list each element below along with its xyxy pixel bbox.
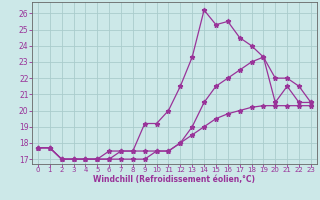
X-axis label: Windchill (Refroidissement éolien,°C): Windchill (Refroidissement éolien,°C) (93, 175, 255, 184)
